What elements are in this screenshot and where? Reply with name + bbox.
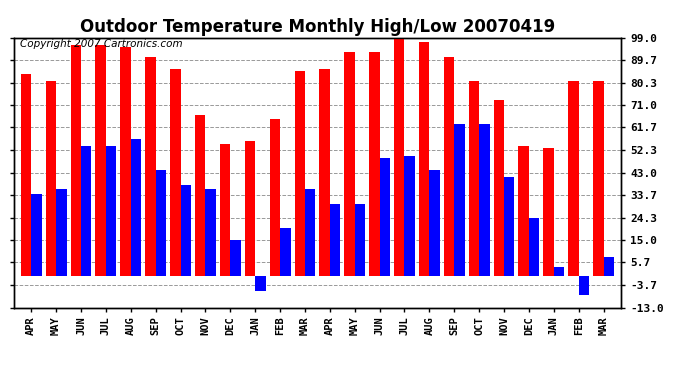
Bar [70, 45, 81, 276]
Bar [230, 240, 241, 276]
Bar [156, 170, 166, 276]
Bar [181, 184, 191, 276]
Bar [120, 47, 131, 276]
Bar [46, 81, 56, 276]
Bar [319, 69, 330, 276]
Bar [145, 57, 156, 276]
Bar [355, 204, 365, 276]
Bar [579, 276, 589, 296]
Bar [305, 189, 315, 276]
Bar [479, 124, 490, 276]
Title: Outdoor Temperature Monthly High/Low 20070419: Outdoor Temperature Monthly High/Low 200… [80, 18, 555, 36]
Bar [529, 218, 540, 276]
Bar [593, 81, 604, 276]
Bar [419, 42, 429, 276]
Bar [280, 228, 290, 276]
Bar [206, 189, 216, 276]
Bar [31, 194, 41, 276]
Bar [604, 257, 614, 276]
Bar [394, 38, 404, 276]
Bar [170, 69, 181, 276]
Bar [330, 204, 340, 276]
Bar [245, 141, 255, 276]
Bar [255, 276, 266, 291]
Bar [543, 148, 554, 276]
Bar [106, 146, 117, 276]
Bar [369, 52, 380, 276]
Bar [195, 115, 206, 276]
Bar [469, 81, 479, 276]
Bar [429, 170, 440, 276]
Bar [554, 267, 564, 276]
Bar [21, 74, 31, 276]
Bar [380, 158, 390, 276]
Bar [220, 144, 230, 276]
Bar [81, 146, 92, 276]
Bar [95, 45, 106, 276]
Text: Copyright 2007 Cartronics.com: Copyright 2007 Cartronics.com [20, 39, 182, 49]
Bar [444, 57, 454, 276]
Bar [344, 52, 355, 276]
Bar [131, 139, 141, 276]
Bar [270, 120, 280, 276]
Bar [518, 146, 529, 276]
Bar [295, 71, 305, 276]
Bar [454, 124, 465, 276]
Bar [493, 100, 504, 276]
Bar [569, 81, 579, 276]
Bar [56, 189, 66, 276]
Bar [404, 156, 415, 276]
Bar [504, 177, 515, 276]
